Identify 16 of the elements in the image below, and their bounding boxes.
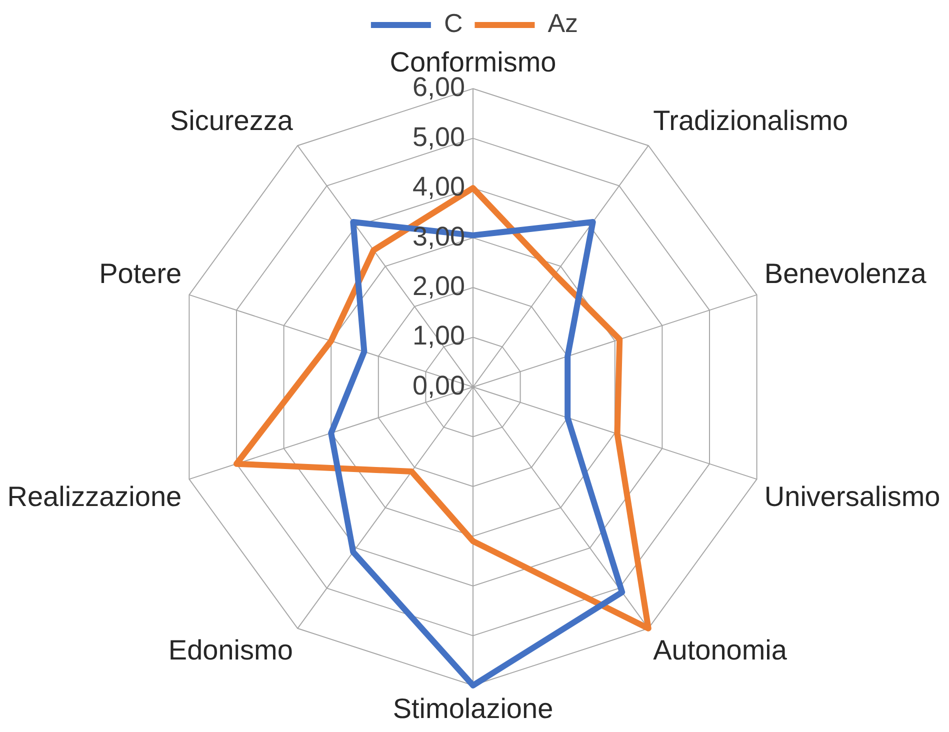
spoke-label: Universalismo: [764, 481, 940, 512]
spoke-label: Stimolazione: [392, 692, 554, 724]
y-tick-label: 1,00: [412, 320, 465, 351]
y-tick-label: 0,00: [412, 370, 465, 400]
spoke-label: Tradizionalismo: [653, 105, 848, 136]
spoke-label: Edonismo: [168, 634, 293, 666]
y-tick-label: 4,00: [412, 172, 465, 202]
legend-label: Az: [548, 8, 578, 38]
y-tick-label: 2,00: [412, 270, 465, 301]
spoke-label: Sicurezza: [170, 105, 294, 136]
spoke-label: Realizzazione: [7, 481, 182, 512]
legend-label: C: [444, 8, 463, 38]
y-tick-label: 5,00: [412, 122, 465, 152]
spoke-label: Benevolenza: [764, 258, 927, 290]
spoke-label: Autonomia: [653, 634, 788, 666]
spoke-label: Potere: [99, 258, 182, 290]
